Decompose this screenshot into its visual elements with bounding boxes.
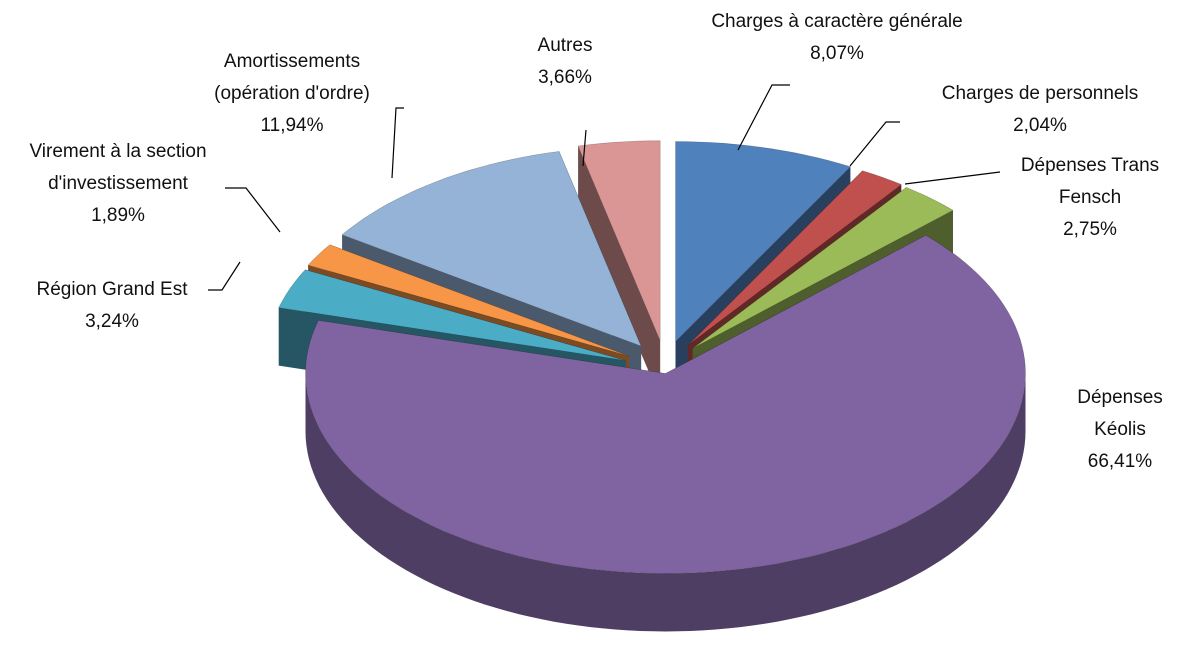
leader-line — [208, 261, 241, 291]
value-label: 11,94% — [260, 115, 324, 136]
leader-line — [904, 171, 1001, 185]
data-label: Dépenses Trans Fensch 2,75% — [1005, 150, 1175, 246]
category-label: Autres — [537, 35, 593, 56]
data-label: Dépenses Kéolis 66,41% — [1065, 382, 1175, 478]
value-label: 3,66% — [538, 67, 592, 88]
slice-top — [305, 234, 1026, 574]
slice-wall — [578, 146, 661, 399]
category-label: Dépenses Kéolis — [1077, 387, 1163, 440]
slice — [305, 234, 1026, 632]
slice-top — [577, 140, 661, 341]
value-label: 8,07% — [810, 43, 864, 64]
slice-top — [341, 151, 642, 347]
category-label: Charges de personnels — [941, 83, 1139, 104]
category-label: Charges à caractère générale — [711, 11, 963, 32]
leader-line — [225, 187, 281, 233]
slice-top — [675, 141, 851, 343]
data-label: Région Grand Est 3,24% — [2, 274, 222, 338]
value-label: 2,04% — [1013, 115, 1067, 136]
leader-line — [737, 84, 790, 151]
slice-top — [687, 170, 902, 346]
category-label: Dépenses Trans Fensch — [1020, 155, 1160, 208]
slice-top — [278, 269, 626, 361]
slice-side — [305, 373, 1026, 632]
category-label: Région Grand Est — [36, 279, 188, 300]
data-label: Charges de personnels 2,04% — [910, 78, 1170, 142]
slice-top — [307, 244, 629, 357]
value-label: 66,41% — [1087, 451, 1153, 472]
data-label: Amortissements (opération d'ordre) 11,94% — [182, 46, 402, 142]
category-label: Amortissements (opération d'ordre) — [214, 51, 370, 104]
category-label: Virement à la section d'investissement — [29, 141, 207, 194]
leader-line — [582, 129, 587, 167]
data-label: Autres 3,66% — [515, 30, 615, 94]
leader-line — [849, 121, 900, 167]
slice-top — [692, 187, 954, 349]
data-label: Charges à caractère générale 8,07% — [677, 6, 997, 70]
value-label: 1,89% — [91, 205, 145, 226]
data-label: Virement à la section d'investissement 1,… — [0, 136, 238, 232]
slice — [577, 140, 661, 399]
leader-line — [391, 107, 404, 179]
value-label: 3,24% — [85, 311, 139, 332]
value-label: 2,75% — [1063, 219, 1117, 240]
